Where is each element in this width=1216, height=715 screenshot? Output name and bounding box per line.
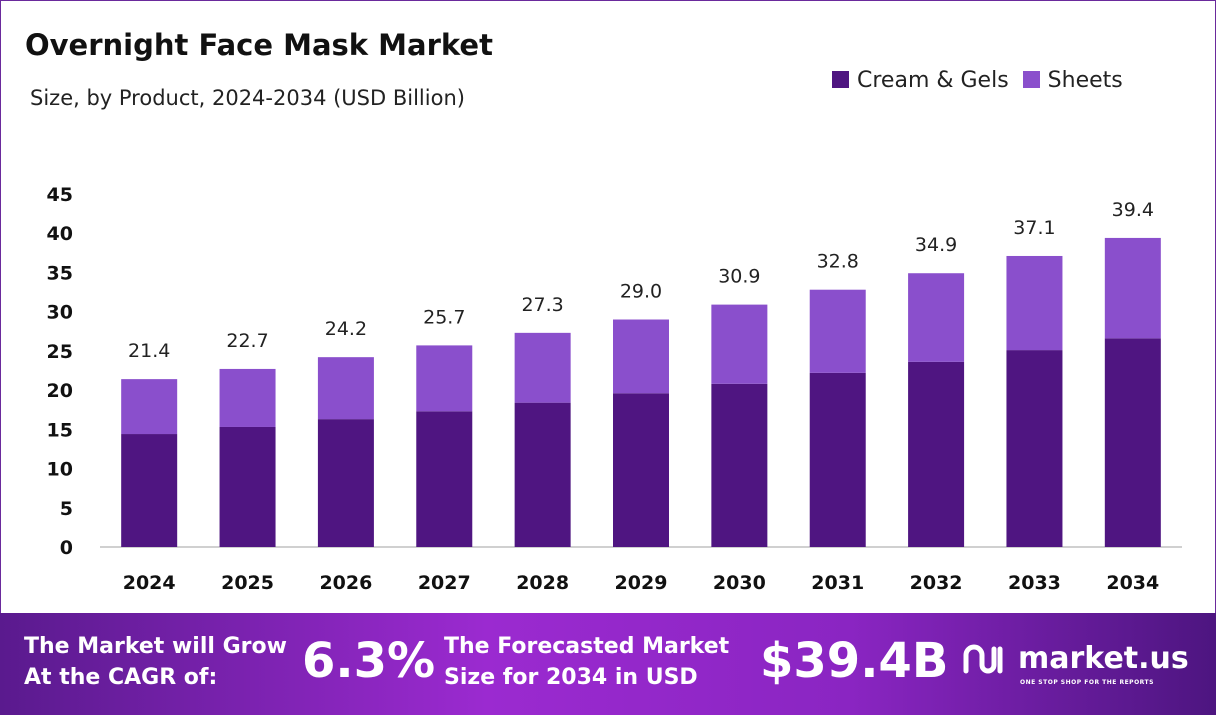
chart-subtitle: Size, by Product, 2024-2034 (USD Billion…	[30, 86, 465, 110]
bar-chart: 05101520253035404521.4202422.7202524.220…	[47, 184, 1182, 594]
y-tick-label: 15	[47, 419, 73, 441]
forecast-label-line: Size for 2034 in USD	[444, 665, 698, 690]
data-label-total: 22.7	[226, 330, 268, 352]
data-label-total: 25.7	[423, 306, 465, 328]
bar-sheets-2034	[1104, 237, 1161, 339]
bar-sheets-2029	[613, 319, 669, 394]
legend-swatch	[1022, 71, 1040, 88]
forecast-label: The Forecasted Market Size for 2034 in US…	[444, 631, 729, 693]
bar-cream-gels-2028	[514, 402, 571, 547]
x-tick-label: 2029	[615, 572, 668, 594]
x-tick-label: 2033	[1008, 572, 1061, 594]
bar-cream-gels-2026	[317, 419, 374, 547]
y-tick-label: 40	[47, 223, 73, 245]
footer-banner: The Market will Grow At the CAGR of: 6.3%…	[0, 613, 1216, 715]
cagr-value: 6.3%	[302, 633, 436, 689]
legend-item-sheets: Sheets	[1022, 68, 1123, 93]
x-tick-label: 2026	[319, 572, 372, 594]
bar-cream-gels-2034	[1104, 338, 1161, 547]
y-tick-label: 20	[47, 380, 73, 402]
bar-cream-gels-2031	[809, 372, 866, 547]
bar-sheets-2032	[908, 273, 965, 362]
x-tick-label: 2031	[811, 572, 864, 594]
x-tick-label: 2028	[516, 572, 569, 594]
x-tick-label: 2025	[221, 572, 274, 594]
x-tick-label: 2034	[1106, 572, 1159, 594]
bar-sheets-2025	[219, 368, 276, 427]
logo-name: market.us	[1018, 641, 1189, 676]
bar-sheets-2024	[121, 379, 178, 435]
data-label-total: 21.4	[128, 340, 170, 362]
y-tick-label: 5	[60, 498, 73, 520]
data-label-total: 32.8	[817, 251, 859, 273]
x-tick-label: 2032	[910, 572, 963, 594]
y-tick-label: 10	[47, 459, 73, 481]
data-label-total: 27.3	[521, 294, 563, 316]
data-label-total: 24.2	[325, 318, 367, 340]
bar-cream-gels-2024	[121, 434, 178, 547]
legend-label: Cream & Gels	[857, 68, 1009, 93]
legend-label: Sheets	[1047, 68, 1123, 93]
bar-cream-gels-2027	[416, 411, 473, 547]
bar-sheets-2026	[317, 357, 374, 420]
y-tick-label: 45	[47, 184, 73, 206]
data-label-total: 39.4	[1112, 199, 1154, 221]
bar-sheets-2030	[711, 304, 768, 384]
x-tick-label: 2024	[123, 572, 176, 594]
legend-item-cream-gels: Cream & Gels	[832, 68, 1009, 93]
x-tick-label: 2027	[418, 572, 471, 594]
bar-sheets-2028	[514, 332, 571, 403]
x-tick-label: 2030	[713, 572, 766, 594]
cagr-label-line: The Market will Grow	[24, 634, 287, 659]
y-tick-label: 0	[60, 537, 73, 559]
chart-title: Overnight Face Mask Market	[25, 28, 493, 62]
logo-icon	[963, 644, 1003, 674]
data-label-total: 29.0	[620, 281, 662, 303]
bar-cream-gels-2030	[711, 383, 768, 547]
bar-sheets-2027	[416, 345, 473, 412]
legend: Cream & Gels Sheets	[832, 68, 1123, 93]
y-tick-label: 25	[47, 341, 73, 363]
forecast-value: $39.4B	[760, 633, 949, 689]
forecast-label-line: The Forecasted Market	[444, 634, 730, 659]
bar-cream-gels-2029	[613, 393, 669, 547]
cagr-label: The Market will Grow At the CAGR of:	[24, 631, 287, 693]
bar-cream-gels-2025	[219, 426, 276, 547]
y-tick-label: 35	[47, 262, 73, 284]
bar-sheets-2033	[1006, 255, 1063, 351]
logo-tagline: ONE STOP SHOP FOR THE REPORTS	[1020, 679, 1154, 686]
data-label-total: 34.9	[915, 234, 957, 256]
legend-swatch	[832, 71, 849, 88]
data-label-total: 30.9	[718, 266, 760, 288]
bar-sheets-2031	[809, 289, 866, 373]
bar-cream-gels-2033	[1006, 350, 1063, 547]
y-tick-label: 30	[47, 302, 73, 324]
cagr-label-line: At the CAGR of:	[24, 665, 218, 690]
bar-cream-gels-2032	[908, 361, 965, 547]
data-label-total: 37.1	[1013, 217, 1055, 239]
